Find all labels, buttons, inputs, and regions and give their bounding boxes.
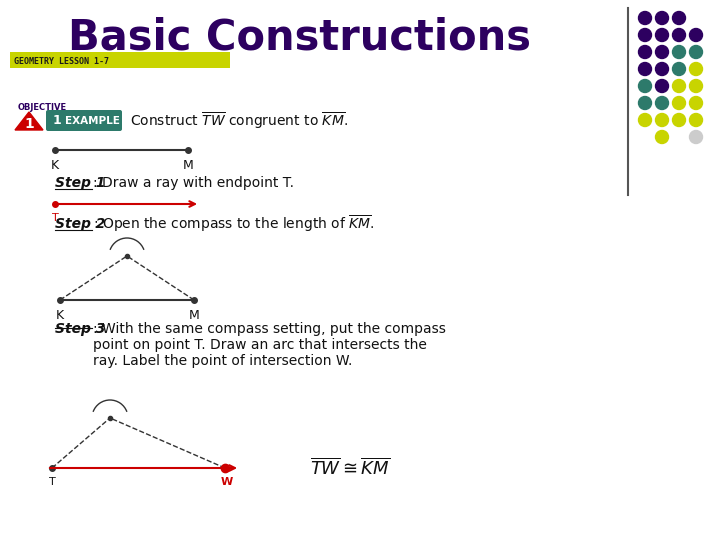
Text: Step 2: Step 2 — [55, 217, 105, 231]
Circle shape — [672, 97, 685, 110]
Circle shape — [655, 11, 668, 24]
Circle shape — [639, 11, 652, 24]
Text: Step 3: Step 3 — [55, 322, 105, 336]
Circle shape — [639, 79, 652, 92]
Text: 1: 1 — [24, 117, 34, 131]
Circle shape — [655, 29, 668, 42]
Text: Construct $\overline{TW}$ congruent to $\overline{KM}$.: Construct $\overline{TW}$ congruent to $… — [130, 111, 348, 131]
Circle shape — [639, 97, 652, 110]
Text: M: M — [183, 159, 194, 172]
Text: M: M — [189, 309, 199, 322]
Text: Basic Constructions: Basic Constructions — [68, 17, 531, 59]
Circle shape — [690, 63, 703, 76]
Circle shape — [672, 29, 685, 42]
Circle shape — [639, 29, 652, 42]
Text: : Draw a ray with endpoint T.: : Draw a ray with endpoint T. — [93, 176, 294, 190]
FancyBboxPatch shape — [10, 52, 230, 68]
Circle shape — [672, 45, 685, 58]
Circle shape — [639, 63, 652, 76]
Text: T: T — [52, 213, 58, 223]
Circle shape — [690, 97, 703, 110]
Text: Step 1: Step 1 — [55, 176, 105, 190]
Circle shape — [639, 45, 652, 58]
Circle shape — [655, 113, 668, 126]
Circle shape — [690, 45, 703, 58]
Polygon shape — [15, 112, 43, 130]
Text: K: K — [56, 309, 64, 322]
Text: GEOMETRY LESSON 1-7: GEOMETRY LESSON 1-7 — [14, 57, 109, 65]
Circle shape — [655, 131, 668, 144]
Circle shape — [672, 11, 685, 24]
FancyBboxPatch shape — [46, 110, 122, 131]
Circle shape — [672, 79, 685, 92]
Circle shape — [655, 45, 668, 58]
Text: OBJECTIVE: OBJECTIVE — [18, 104, 67, 112]
Circle shape — [655, 79, 668, 92]
Text: $\overline{TW}\cong\overline{KM}$: $\overline{TW}\cong\overline{KM}$ — [310, 457, 390, 478]
Circle shape — [690, 79, 703, 92]
Circle shape — [655, 63, 668, 76]
Text: : With the same compass setting, put the compass
point on point T. Draw an arc t: : With the same compass setting, put the… — [93, 322, 446, 368]
Text: : Open the compass to the length of $\overline{KM}$.: : Open the compass to the length of $\ov… — [93, 214, 374, 234]
Circle shape — [690, 131, 703, 144]
Circle shape — [672, 113, 685, 126]
Text: T: T — [49, 477, 55, 487]
Text: 1: 1 — [53, 114, 62, 127]
Text: W: W — [221, 477, 233, 487]
Circle shape — [639, 113, 652, 126]
Circle shape — [690, 29, 703, 42]
Text: EXAMPLE: EXAMPLE — [65, 116, 120, 126]
Circle shape — [655, 97, 668, 110]
Text: K: K — [51, 159, 59, 172]
Circle shape — [690, 113, 703, 126]
Circle shape — [672, 63, 685, 76]
